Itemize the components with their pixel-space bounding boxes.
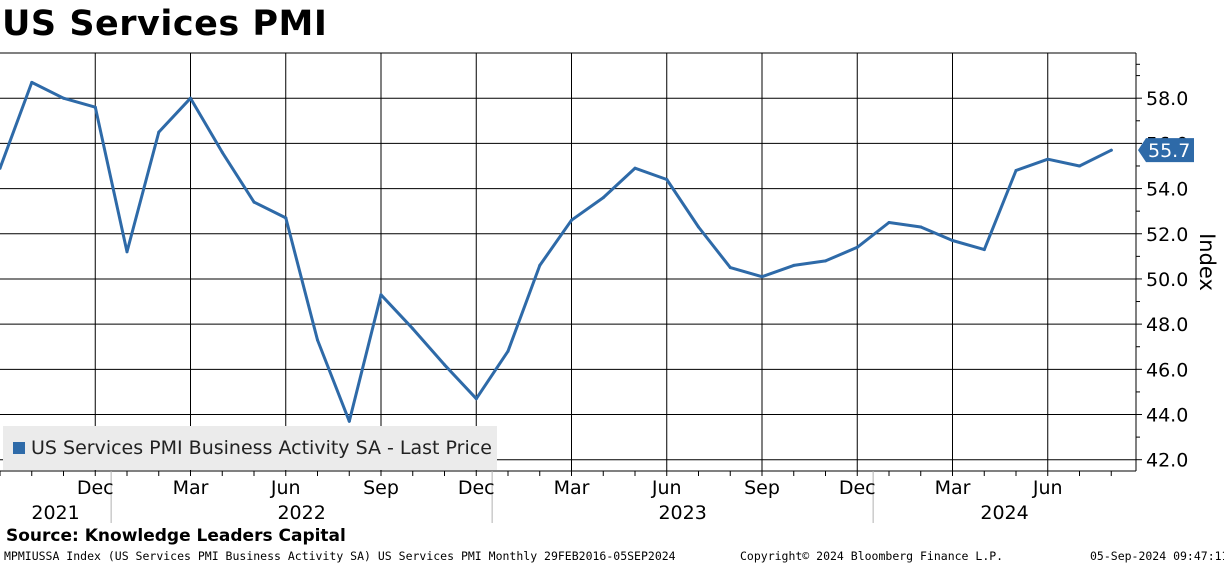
- data-point: [252, 200, 256, 204]
- y-axis-title: Index: [1195, 233, 1219, 291]
- series-line: [0, 80, 1113, 423]
- x-month-label: Jun: [1032, 477, 1063, 499]
- data-point: [1109, 148, 1113, 152]
- y-tick-label: 42.0: [1146, 450, 1188, 472]
- y-tick-label: 58.0: [1146, 88, 1188, 110]
- data-point: [1078, 164, 1081, 168]
- x-month-label: Dec: [77, 477, 114, 499]
- data-point: [855, 245, 859, 249]
- data-point: [951, 239, 954, 242]
- data-point: [220, 150, 224, 154]
- x-year-label: 2024: [980, 502, 1028, 524]
- data-point: [189, 96, 192, 100]
- y-tick-label: 54.0: [1146, 179, 1188, 201]
- x-month-label: Mar: [173, 477, 209, 499]
- x-year-label: 2022: [277, 502, 325, 524]
- data-point: [62, 96, 65, 100]
- source-note: Source: Knowledge Leaders Capital: [6, 526, 346, 546]
- legend-swatch: [13, 442, 25, 454]
- x-month-label: Jun: [270, 477, 301, 499]
- data-point: [157, 130, 161, 134]
- x-month-label: Dec: [458, 477, 495, 499]
- data-point: [1046, 157, 1050, 161]
- footer-ticker-info: MPMIUSSA Index (US Services PMI Business…: [4, 549, 676, 563]
- y-tick-label: 52.0: [1146, 224, 1188, 246]
- last-value-tag: [1138, 138, 1194, 163]
- data-point: [982, 248, 986, 252]
- data-point: [633, 166, 637, 170]
- footer-copyright: Copyright© 2024 Bloomberg Finance L.P.: [740, 549, 1004, 563]
- data-point: [347, 419, 351, 423]
- y-tick-label: 50.0: [1146, 269, 1188, 291]
- data-point: [93, 105, 97, 109]
- data-point: [30, 80, 34, 84]
- y-tick-label: 44.0: [1146, 405, 1188, 427]
- legend: US Services PMI Business Activity SA - L…: [3, 426, 497, 470]
- data-point: [760, 275, 764, 279]
- data-point: [824, 259, 827, 263]
- data-point: [284, 216, 288, 220]
- axes: [0, 52, 1142, 523]
- gridlines: [0, 53, 1136, 471]
- x-month-label: Mar: [554, 477, 590, 499]
- y-tick-label: 46.0: [1146, 359, 1188, 381]
- data-point: [538, 263, 542, 267]
- data-point: [728, 266, 732, 270]
- footer-timestamp: 05-Sep-2024 09:47:11: [1090, 549, 1224, 563]
- x-year-label: 2021: [31, 502, 79, 524]
- data-point: [792, 263, 796, 267]
- data-point: [0, 166, 2, 170]
- data-point: [570, 218, 573, 222]
- axis-labels: 42.044.046.048.050.052.054.056.058.0DecM…: [31, 88, 1219, 524]
- last-value-label: 55.7: [1148, 140, 1190, 162]
- data-point: [919, 225, 923, 229]
- data-point: [125, 250, 129, 254]
- data-point: [379, 293, 383, 297]
- data-point: [506, 349, 510, 353]
- data-point: [443, 363, 446, 367]
- data-point: [1014, 169, 1018, 172]
- series-layer: [0, 80, 1113, 423]
- x-month-label: Mar: [935, 477, 971, 499]
- data-point: [697, 225, 700, 229]
- x-month-label: Dec: [839, 477, 876, 499]
- data-point: [665, 178, 669, 181]
- x-month-label: Jun: [651, 477, 682, 499]
- x-year-label: 2023: [658, 502, 706, 524]
- data-point: [601, 196, 605, 200]
- chart-title: US Services PMI: [2, 4, 328, 44]
- data-point: [887, 221, 891, 224]
- y-tick-label: 48.0: [1146, 314, 1188, 336]
- data-point: [474, 397, 478, 401]
- x-month-label: Sep: [744, 477, 780, 499]
- data-point: [316, 338, 319, 342]
- x-month-label: Sep: [363, 477, 399, 499]
- data-point: [411, 327, 415, 331]
- legend-label: US Services PMI Business Activity SA - L…: [31, 437, 492, 459]
